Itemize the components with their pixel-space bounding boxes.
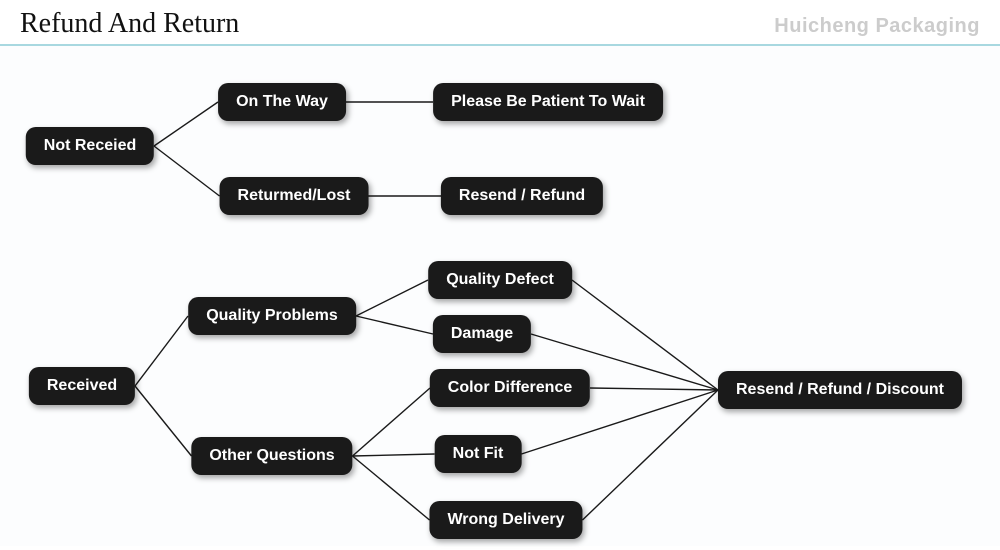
node-wrong-delivery: Wrong Delivery xyxy=(429,501,582,539)
node-patient-wait: Please Be Patient To Wait xyxy=(433,83,663,121)
node-received: Received xyxy=(29,367,135,405)
node-returned-lost: Returmed/Lost xyxy=(220,177,369,215)
node-resend-refund: Resend / Refund xyxy=(441,177,603,215)
edge-other-questions-to-wrong-delivery xyxy=(353,456,430,520)
header: Refund And Return Huicheng Packaging xyxy=(0,0,1000,46)
diagram-canvas: Not Receied On The Way Returmed/Lost Please… xyxy=(0,46,1000,546)
edge-quality-defect-to-resend-refund-discount xyxy=(572,280,718,390)
edge-not-received-to-on-the-way xyxy=(154,102,218,146)
edge-quality-problems-to-damage xyxy=(356,316,433,334)
edge-other-questions-to-not-fit xyxy=(353,454,435,456)
page-title: Refund And Return xyxy=(20,8,239,40)
node-not-received: Not Receied xyxy=(26,127,154,165)
node-quality-problems: Quality Problems xyxy=(188,297,356,335)
edge-color-difference-to-resend-refund-discount xyxy=(590,388,718,390)
node-resend-refund-discount: Resend / Refund / Discount xyxy=(718,371,962,409)
node-on-the-way: On The Way xyxy=(218,83,346,121)
node-quality-defect: Quality Defect xyxy=(428,261,572,299)
node-not-fit: Not Fit xyxy=(435,435,522,473)
edge-not-received-to-returned-lost xyxy=(154,146,220,196)
edge-received-to-other-questions xyxy=(135,386,192,456)
brand-name: Huicheng Packaging xyxy=(774,15,980,38)
edge-other-questions-to-color-difference xyxy=(353,388,431,456)
edge-quality-problems-to-quality-defect xyxy=(356,280,428,316)
edge-wrong-delivery-to-resend-refund-discount xyxy=(583,390,719,520)
edge-received-to-quality-problems xyxy=(135,316,188,386)
node-color-difference: Color Difference xyxy=(430,369,590,407)
node-damage: Damage xyxy=(433,315,531,353)
node-other-questions: Other Questions xyxy=(191,437,352,475)
